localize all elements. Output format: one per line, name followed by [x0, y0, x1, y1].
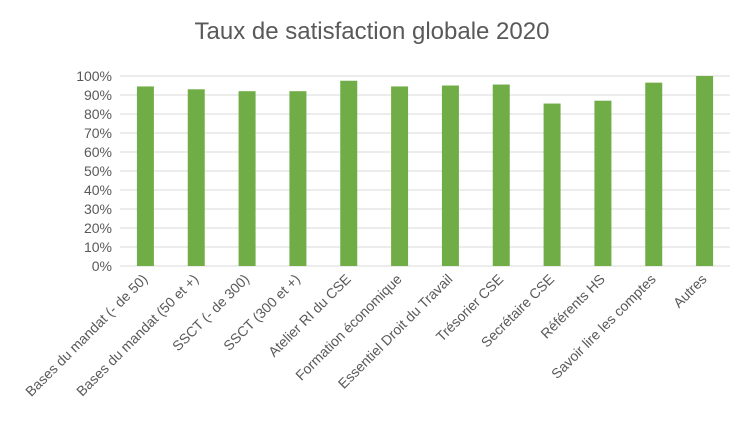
bar — [187, 89, 205, 266]
y-tick-label: 30% — [84, 201, 112, 217]
y-tick-label: 70% — [84, 125, 112, 141]
bar — [340, 80, 358, 266]
bar — [594, 100, 612, 266]
bar — [492, 84, 510, 266]
y-tick-label: 10% — [84, 239, 112, 255]
bar — [543, 103, 561, 266]
bar — [441, 85, 459, 266]
bar — [136, 86, 154, 266]
chart-title: Taux de satisfaction globale 2020 — [194, 18, 550, 45]
y-tick-label: 60% — [84, 144, 112, 160]
y-tick-label: 80% — [84, 106, 112, 122]
y-tick-label: 100% — [76, 68, 112, 84]
bar — [696, 76, 714, 266]
bar — [391, 86, 409, 266]
y-tick-label: 50% — [84, 163, 112, 179]
y-tick-label: 0% — [92, 258, 112, 274]
y-tick-label: 90% — [84, 87, 112, 103]
x-tick-label: Autres — [670, 271, 710, 311]
x-tick-label: Savoir lire les comptes — [548, 271, 659, 382]
bar — [645, 82, 663, 267]
bar — [289, 91, 307, 266]
bar — [238, 91, 256, 266]
y-tick-label: 20% — [84, 220, 112, 236]
y-tick-label: 40% — [84, 182, 112, 198]
